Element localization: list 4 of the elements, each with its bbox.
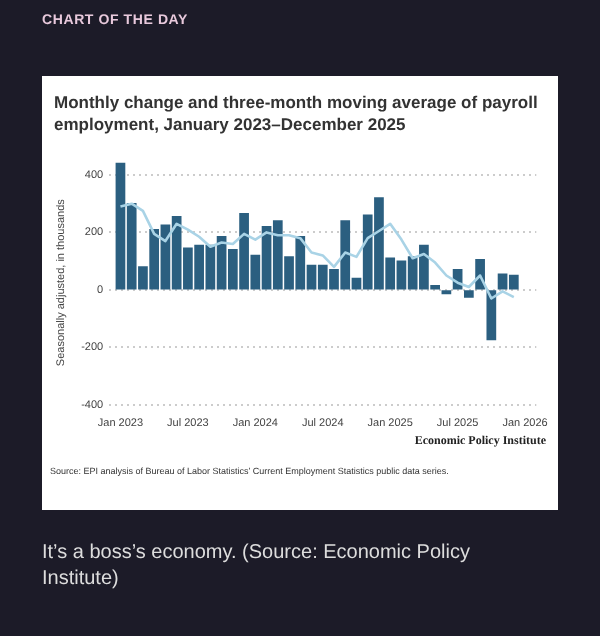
text: It’s a boss’s economy. (Source: Economic Policy Institute) — [42, 540, 472, 592]
bar — [486, 290, 497, 341]
chart-title: Monthly change and three-month moving average of payroll employment, January 2023–December 2025 — [54, 92, 540, 136]
bar — [464, 290, 474, 298]
